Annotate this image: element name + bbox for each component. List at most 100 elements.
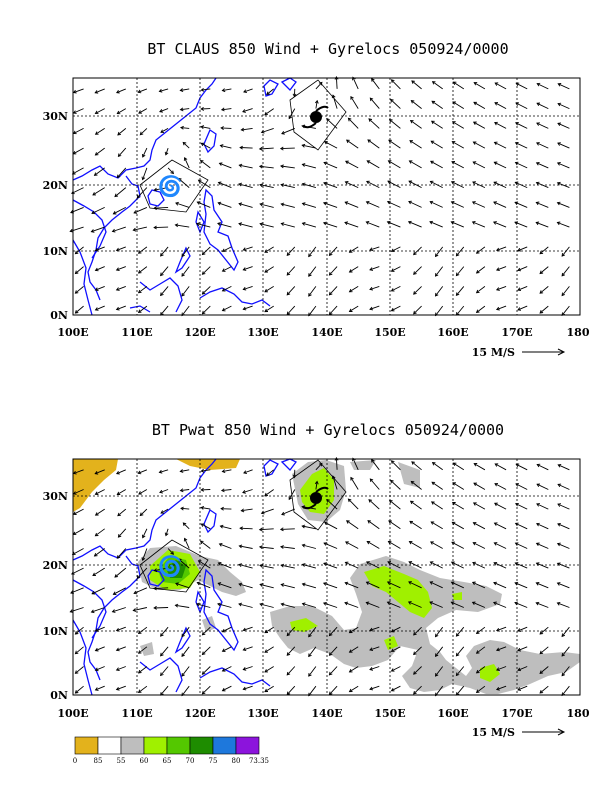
- wind-vector: [75, 666, 84, 674]
- wind-vector: [429, 221, 443, 228]
- svg-text:15 M/S: 15 M/S: [472, 346, 515, 359]
- wind-vector: [175, 202, 190, 208]
- wind-vector: [302, 525, 316, 530]
- wind-vector: [349, 305, 359, 312]
- wind-vector-head: [115, 647, 120, 652]
- wind-vector: [388, 160, 401, 169]
- wind-vector: [302, 163, 317, 169]
- wind-vector-head: [539, 309, 544, 314]
- wind-vector-head: [221, 628, 226, 633]
- wind-vector-head: [451, 121, 456, 125]
- svg-text:10N: 10N: [43, 245, 68, 258]
- wind-vector-head: [153, 568, 158, 573]
- wind-vector-head: [429, 581, 434, 585]
- wind-vector: [557, 503, 570, 510]
- wind-vector-head: [557, 83, 562, 87]
- wind-vector: [117, 128, 127, 136]
- wind-vector-head: [217, 222, 221, 226]
- wind-vector-head: [238, 182, 243, 187]
- wind-vector-head: [369, 286, 374, 291]
- wind-vector: [160, 246, 169, 257]
- wind-vector-head: [473, 82, 478, 86]
- wind-vector: [435, 305, 444, 316]
- wind-vector-head: [413, 651, 417, 656]
- wind-vector-head: [539, 650, 544, 655]
- wind-vector-head: [217, 201, 222, 206]
- svg-text:100E: 100E: [57, 707, 88, 720]
- wind-vector: [408, 601, 422, 608]
- wind-vector-head: [133, 210, 138, 214]
- wind-vector: [181, 286, 190, 297]
- wind-vector-head: [473, 482, 478, 487]
- wind-vector: [302, 603, 317, 608]
- wind-vector: [118, 528, 127, 538]
- wind-vector: [493, 181, 507, 189]
- wind-vector: [452, 502, 465, 510]
- wind-vector: [133, 206, 148, 214]
- svg-text:180: 180: [567, 326, 590, 339]
- y-axis: 30N 20N 10N 0N: [43, 490, 68, 702]
- wind-vector: [557, 222, 570, 228]
- wind-vector-head: [220, 506, 224, 511]
- wind-vector-head: [116, 491, 121, 495]
- wind-vector-head: [493, 141, 498, 146]
- wind-vector-head: [301, 163, 306, 167]
- wind-vector-head: [280, 222, 285, 227]
- wind-vector: [515, 522, 528, 530]
- wind-vector: [456, 305, 465, 316]
- wind-vector: [557, 182, 570, 189]
- wind-vector-head: [514, 122, 519, 126]
- wind-vector-head: [472, 522, 477, 526]
- wind-vector: [371, 78, 380, 90]
- wind-vector-head: [561, 272, 566, 277]
- wind-vector: [73, 508, 84, 515]
- wind-vector: [536, 582, 549, 589]
- wind-vector-head: [138, 491, 142, 495]
- wind-vector: [308, 286, 317, 297]
- wind-vector: [496, 685, 507, 691]
- wind-vector-head: [243, 470, 247, 475]
- wind-vector-head: [170, 551, 175, 555]
- wind-vector-head: [158, 469, 163, 474]
- wind-vector-head: [429, 200, 434, 205]
- wind-vector-head: [517, 287, 522, 292]
- wind-vector: [517, 685, 528, 691]
- wind-vector: [539, 246, 549, 255]
- wind-vector: [95, 108, 105, 114]
- wind-vector-head: [390, 479, 394, 484]
- wind-vector: [539, 286, 549, 294]
- wind-vector: [116, 246, 126, 251]
- wind-vector: [473, 141, 486, 149]
- wind-vector: [116, 469, 126, 475]
- wind-vector-head: [116, 555, 121, 559]
- wind-vector: [308, 646, 317, 657]
- wind-vector: [517, 246, 528, 252]
- wind-vector-head: [434, 253, 439, 258]
- wind-vector-head: [365, 200, 370, 205]
- wind-vector-head: [536, 102, 541, 107]
- wind-vector: [243, 646, 253, 651]
- wind-vector-head: [517, 267, 522, 272]
- wind-vector: [453, 462, 465, 471]
- wind-vector: [238, 223, 253, 228]
- wind-vector: [259, 564, 274, 569]
- wind-vector-head: [308, 673, 312, 677]
- wind-vector: [114, 567, 127, 578]
- wind-vector: [557, 103, 570, 110]
- wind-vector: [515, 122, 528, 129]
- wind-vector: [184, 538, 190, 549]
- wind-vector: [222, 469, 232, 473]
- wind-vector-head: [557, 122, 562, 127]
- wind-vector: [367, 520, 380, 530]
- wind-vector: [391, 266, 401, 272]
- wind-vector-head: [94, 307, 99, 311]
- wind-vector-head: [264, 111, 268, 116]
- wind-vector: [95, 626, 105, 632]
- svg-text:120E: 120E: [184, 707, 215, 720]
- wind-vector-head: [301, 143, 306, 148]
- wind-vector: [180, 489, 190, 492]
- y-axis: 30N 20N 10N 0N: [43, 110, 68, 322]
- svg-text:20N: 20N: [43, 559, 68, 572]
- wind-vector-head: [475, 689, 480, 694]
- wind-vector: [160, 666, 169, 676]
